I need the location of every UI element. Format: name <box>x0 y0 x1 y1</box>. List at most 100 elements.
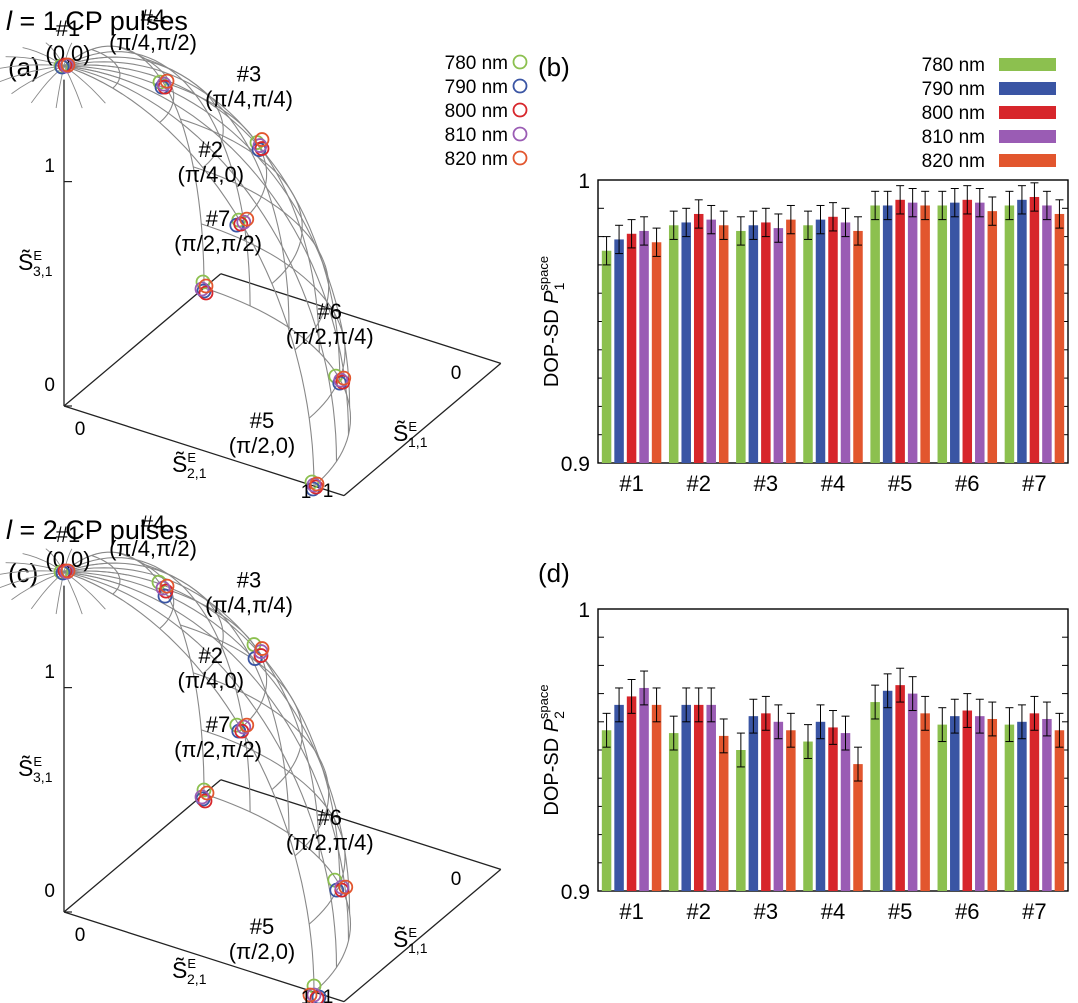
s3-axis-label: S̃E 3,1 <box>18 754 53 785</box>
axis-frame-line <box>63 779 222 913</box>
s2-axis-label: S̃E 2,1 <box>172 956 207 987</box>
point-label-index: #1 <box>56 522 80 547</box>
bar <box>907 693 918 891</box>
sphere-pole-line <box>0 65 65 83</box>
stokes-marker <box>197 793 213 809</box>
axis-frame-line <box>63 273 222 407</box>
point-label-angles: (π/2,π/2) <box>174 737 262 762</box>
bar <box>882 205 893 463</box>
sphere-legend-marker <box>512 102 528 118</box>
stokes-marker <box>59 564 75 580</box>
x-tick-label: #5 <box>888 471 912 496</box>
sphere-meridian <box>63 65 338 462</box>
sphere-pole-line <box>30 65 65 104</box>
bar <box>1017 721 1027 891</box>
stokes-marker <box>306 987 322 1003</box>
bar <box>773 228 784 463</box>
point-label-index: #5 <box>250 914 274 939</box>
bar <box>748 225 759 463</box>
bar <box>626 696 637 891</box>
z-tick-zero: 0 <box>44 881 55 902</box>
stokes-marker <box>254 141 270 156</box>
y-tick-zero: 0 <box>451 869 462 890</box>
bar <box>803 225 813 463</box>
bar <box>601 250 612 463</box>
bar <box>828 216 838 463</box>
bar-chart-b: 0.9 1 DOP-SD P1space #1 #2 #3 #4 #5 #6 #7 (b) 780 n… <box>536 52 1069 496</box>
sphere-legend-marker <box>512 150 528 166</box>
y-tick-label: 1 <box>578 599 590 622</box>
bar <box>937 724 948 891</box>
sphere-legend-marker <box>512 54 528 70</box>
x-tick-label: #7 <box>1022 471 1046 496</box>
x-tick-label: #3 <box>754 471 778 496</box>
bar <box>693 213 704 463</box>
y-tick-label: 1 <box>578 170 590 193</box>
bar <box>748 716 759 891</box>
bar <box>614 704 624 891</box>
panel-c-heading: l = 2 CP pulses <box>6 515 188 545</box>
x-tick-label: #7 <box>1022 899 1046 924</box>
bar <box>706 219 716 463</box>
stokes-marker <box>198 285 214 301</box>
s1-axis-label: S̃E 1,1 <box>393 925 428 956</box>
x-tick-zero: 0 <box>75 419 86 440</box>
y-tick-label: 0.9 <box>561 453 590 476</box>
stokes-marker <box>157 588 173 604</box>
point-label-angles: (0,0) <box>45 41 90 66</box>
stokes-marker <box>302 987 318 1003</box>
sphere-pole-line <box>0 571 65 589</box>
sphere-parallel <box>180 624 303 791</box>
bar <box>693 704 704 891</box>
bar <box>1054 213 1065 463</box>
stokes-marker <box>338 879 354 895</box>
point-label-index: #6 <box>318 299 342 324</box>
sphere-parallel <box>141 563 224 675</box>
stokes-marker <box>199 785 215 801</box>
x-tick-label: #6 <box>955 471 979 496</box>
bar <box>1042 718 1052 891</box>
stokes-marker <box>239 211 255 227</box>
bar <box>907 202 918 463</box>
x-tick-label: #4 <box>821 471 845 496</box>
bar <box>718 735 729 891</box>
bar <box>975 202 985 463</box>
stokes-marker <box>60 563 76 579</box>
bar <box>853 230 863 463</box>
bar <box>1042 205 1052 463</box>
bar <box>815 721 826 891</box>
point-label-index: #7 <box>206 712 230 737</box>
bar <box>736 750 746 891</box>
sphere-legend-marker <box>512 78 528 94</box>
legend-label: 790 nm <box>922 79 985 100</box>
sphere-legend-label: 790 nm <box>445 77 508 98</box>
bar <box>920 713 930 891</box>
bar <box>895 199 905 463</box>
sphere-pole-line <box>63 65 131 83</box>
sphere-parallel <box>193 166 330 351</box>
bar-chart-d: 0.9 1 DOP-SD P2space #1 #2 #3 #4 #5 #6 #7 (d) <box>536 558 1069 924</box>
sphere-legend-label: 780 nm <box>445 53 508 74</box>
bar <box>786 730 796 891</box>
bar <box>639 687 649 891</box>
legend-label: 780 nm <box>922 55 985 76</box>
stokes-marker <box>336 370 352 386</box>
sphere-parallel <box>141 57 224 169</box>
bar <box>668 225 679 463</box>
y-tick-zero: 0 <box>451 363 462 384</box>
legend-label: 800 nm <box>922 103 985 124</box>
x-tick-label: #1 <box>619 899 643 924</box>
bar <box>1004 205 1015 463</box>
axis-frame-line <box>63 405 345 497</box>
bar <box>987 718 998 891</box>
stokes-marker <box>159 578 175 594</box>
bar <box>786 219 796 463</box>
bar <box>681 222 691 463</box>
legend-label: 810 nm <box>922 127 985 148</box>
x-tick-one: 1 <box>301 482 312 503</box>
bar <box>870 205 880 463</box>
point-label-index: #3 <box>237 62 261 87</box>
s3-axis-label: S̃E 3,1 <box>18 248 53 279</box>
stokes-marker <box>333 372 349 388</box>
point-label-index: #2 <box>199 137 223 162</box>
